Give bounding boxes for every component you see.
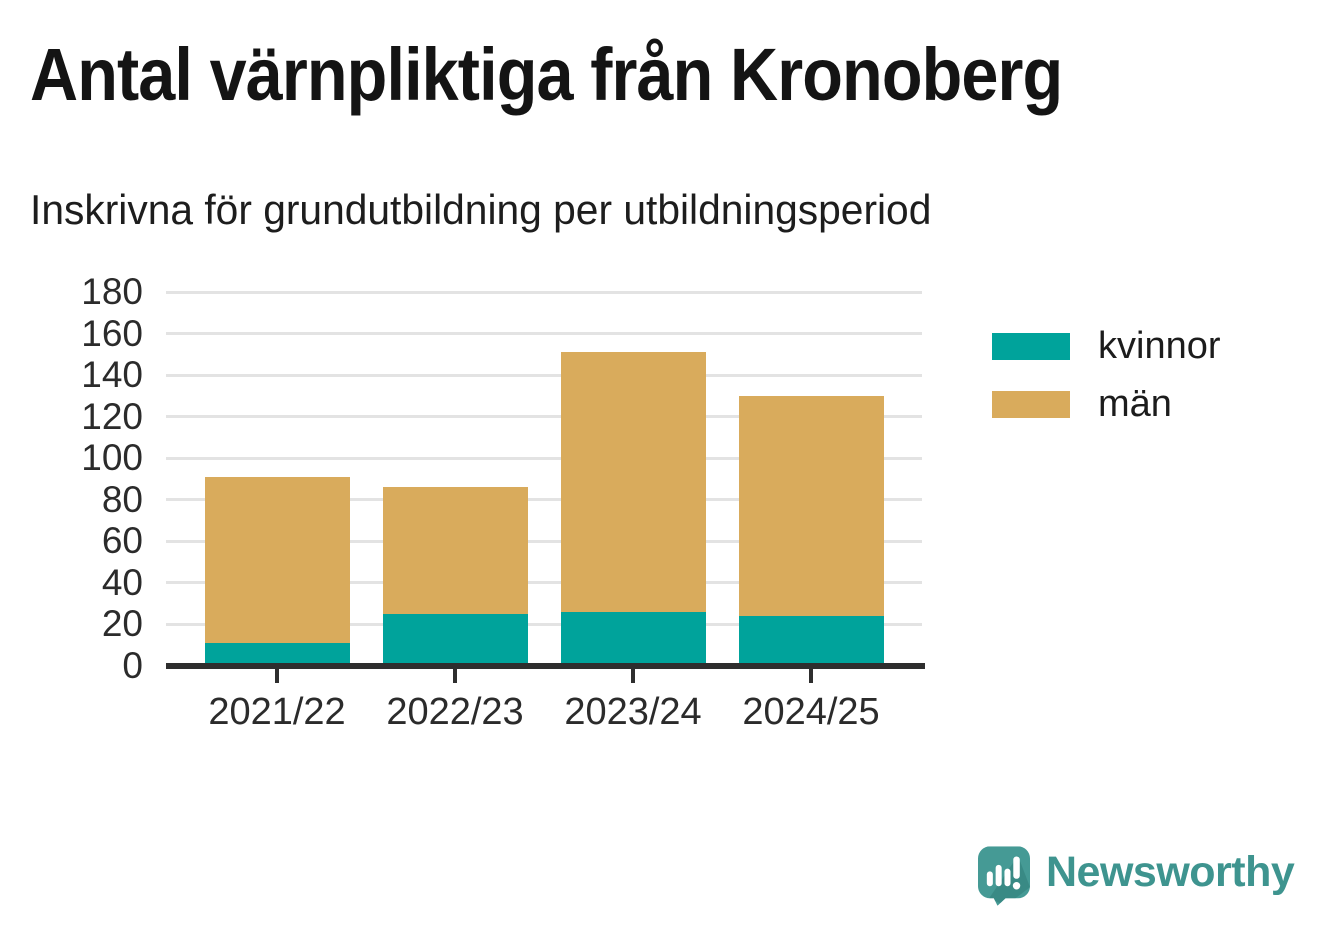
newsworthy-logo: Newsworthy xyxy=(978,846,1295,906)
y-axis-label-120: 120 xyxy=(81,395,143,437)
y-axis-label-80: 80 xyxy=(101,478,143,520)
bar-segment-män-2024-25 xyxy=(738,395,884,617)
legend-item-man: män xyxy=(992,383,1221,425)
bar-segment-män-2021-22 xyxy=(204,476,350,644)
legend-swatch-kvinnor xyxy=(992,333,1070,360)
y-axis-label-40: 40 xyxy=(101,561,143,603)
legend-swatch-man xyxy=(992,391,1070,418)
x-axis-tick-2023-24 xyxy=(631,668,635,683)
legend-item-kvinnor: kvinnor xyxy=(992,325,1221,367)
x-axis-tick-2022-23 xyxy=(453,668,457,683)
bar-segment-män-2023-24 xyxy=(560,352,706,612)
y-axis-label-60: 60 xyxy=(101,520,143,562)
y-axis-label-140: 140 xyxy=(81,354,143,396)
legend-label-kvinnor: kvinnor xyxy=(1098,325,1221,367)
gridline-y-100 xyxy=(166,456,922,460)
x-axis-line xyxy=(166,663,925,669)
gridline-y-60 xyxy=(166,539,922,543)
chart-subtitle: Inskrivna för grundutbildning per utbild… xyxy=(30,186,932,233)
y-axis-label-180: 180 xyxy=(81,271,143,312)
bar-segment-kvinnor-2024-25 xyxy=(738,616,884,666)
gridline-y-40 xyxy=(166,581,922,585)
y-axis-label-100: 100 xyxy=(81,437,143,479)
bar-segment-kvinnor-2021-22 xyxy=(204,643,350,666)
bar-segment-kvinnor-2023-24 xyxy=(560,611,706,666)
y-axis-label-20: 20 xyxy=(101,603,143,645)
bar-segment-kvinnor-2022-23 xyxy=(382,614,528,666)
x-axis-label-2023-24: 2023/24 xyxy=(564,691,702,733)
x-axis-label-2022-23: 2022/23 xyxy=(386,691,524,733)
legend-label-man: män xyxy=(1098,383,1172,425)
y-axis-label-0: 0 xyxy=(122,645,143,686)
x-axis-tick-2024-25 xyxy=(809,668,813,683)
gridline-y-180 xyxy=(166,290,922,294)
x-axis-tick-2021-22 xyxy=(275,668,279,683)
gridline-y-140 xyxy=(166,373,922,377)
newsworthy-logo-icon xyxy=(978,846,1030,906)
gridline-y-20 xyxy=(166,622,922,626)
gridline-y-80 xyxy=(166,498,922,502)
bar-segment-män-2022-23 xyxy=(382,487,528,615)
gridline-y-120 xyxy=(166,415,922,419)
gridline-y-160 xyxy=(166,332,922,336)
y-axis-label-160: 160 xyxy=(81,312,143,354)
newsworthy-wordmark: Newsworthy xyxy=(1046,848,1295,896)
page-title: Antal värnpliktiga från Kronoberg xyxy=(30,33,1063,116)
x-axis-label-2024-25: 2024/25 xyxy=(742,691,880,733)
legend: kvinnor män xyxy=(992,325,1221,449)
x-axis-label-2021-22: 2021/22 xyxy=(208,691,346,733)
